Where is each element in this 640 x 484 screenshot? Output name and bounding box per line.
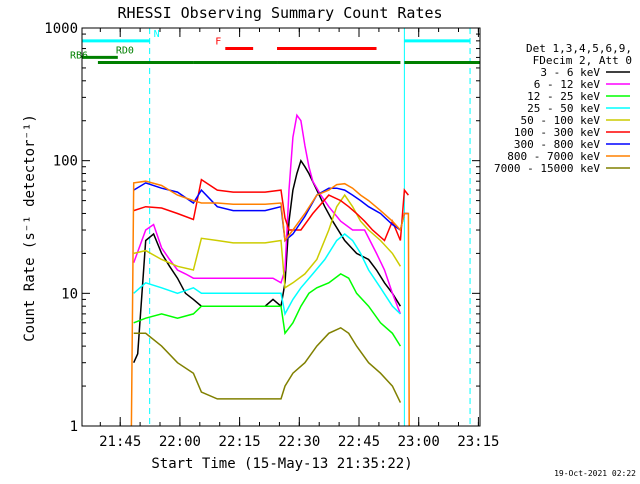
series-line <box>133 193 402 290</box>
x-tick-label: 22:30 <box>278 434 320 450</box>
chart-title: RHESSI Observing Summary Count Rates <box>117 4 442 22</box>
legend-label: 800 - 7000 keV <box>507 150 600 163</box>
legend-label: 100 - 300 keV <box>514 126 600 139</box>
flag-label: RB6 <box>70 50 88 61</box>
legend-header: FDecim 2, Att 0 <box>533 54 632 67</box>
x-tick-label: 23:15 <box>457 434 499 450</box>
footer-timestamp: 19-Oct-2021 02:22 <box>554 469 636 478</box>
y-tick-label: 10 <box>61 286 78 302</box>
plot-layer: 1 10 100 1000 21:45 22:00 22:15 22:30 22:45 23:00… <box>44 21 499 450</box>
x-axis-label: Start Time (15-May-13 21:35:22) <box>151 456 412 472</box>
flag-label: RD0 <box>116 45 134 56</box>
y-tick-label: 100 <box>53 154 78 170</box>
flag-label: N <box>154 29 160 40</box>
legend-label: 25 - 50 keV <box>527 102 600 115</box>
legend-label: 300 - 800 keV <box>514 138 600 151</box>
x-tick-label: 23:00 <box>398 434 440 450</box>
series-line <box>133 326 402 403</box>
y-tick-label: 1 <box>70 419 78 435</box>
series-line <box>132 113 402 315</box>
y-tick-label: 1000 <box>44 21 78 37</box>
series-line <box>133 233 401 317</box>
plot-frame <box>81 27 481 427</box>
legend-label: 6 - 12 keV <box>534 78 601 91</box>
y-axis-label: Count Rate (s⁻¹ detector⁻¹) <box>22 114 38 342</box>
series-line <box>130 180 410 427</box>
x-tick-label: 22:00 <box>159 434 201 450</box>
flag-label: F <box>215 37 221 48</box>
legend-label: 50 - 100 keV <box>521 114 601 127</box>
x-tick-label: 22:15 <box>219 434 261 450</box>
legend-label: 12 - 25 keV <box>527 90 600 103</box>
series-line <box>133 273 402 347</box>
legend-header: Det 1,3,4,5,6,9, <box>526 42 632 55</box>
legend-label: 7000 - 15000 keV <box>494 162 600 175</box>
x-tick-label: 22:45 <box>338 434 380 450</box>
legend: Det 1,3,4,5,6,9,FDecim 2, Att 03 - 6 keV… <box>494 42 632 175</box>
x-tick-label: 21:45 <box>99 434 141 450</box>
legend-label: 3 - 6 keV <box>540 66 600 79</box>
